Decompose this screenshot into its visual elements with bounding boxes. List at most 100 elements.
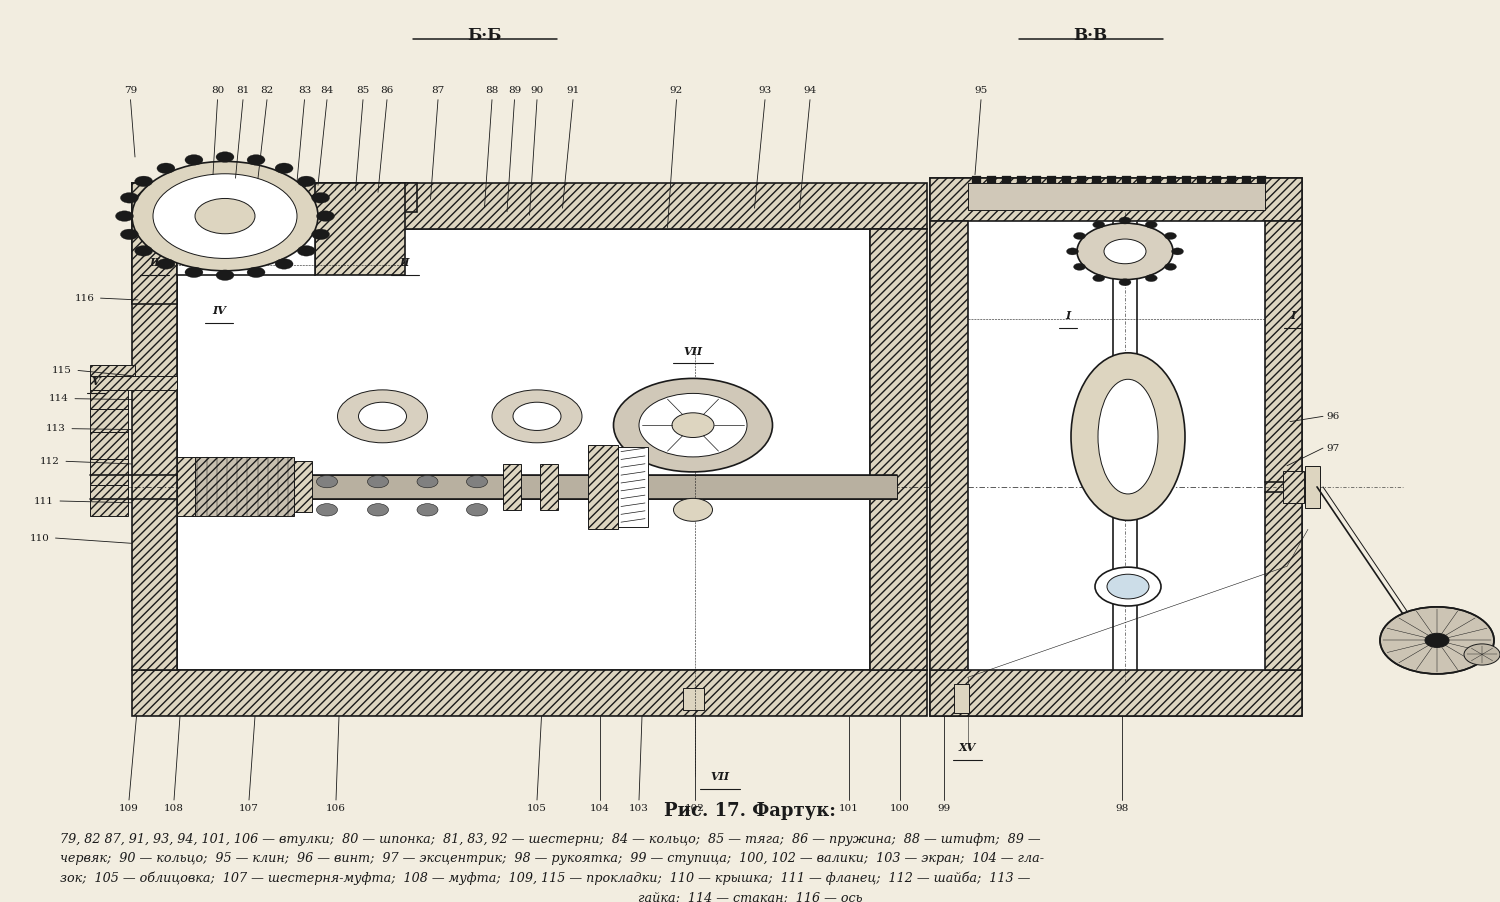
Circle shape — [672, 413, 714, 437]
Bar — [972, 177, 981, 183]
Text: 88: 88 — [486, 87, 498, 96]
Text: 102: 102 — [684, 805, 705, 814]
Circle shape — [639, 393, 747, 457]
Text: 99: 99 — [938, 805, 950, 814]
Circle shape — [1464, 644, 1500, 665]
Bar — [1282, 471, 1304, 502]
Text: зок;  105 — облицовка;  107 — шестерня-муфта;  108 — муфта;  109, 115 — прокладк: зок; 105 — облицовка; 107 — шестерня-муф… — [60, 871, 1030, 885]
Text: II: II — [399, 257, 410, 269]
Text: червяк;  90 — кольцо;  95 — клин;  96 — винт;  97 — эксцентрик;  98 — рукоятка; : червяк; 90 — кольцо; 95 — клин; 96 — вин… — [60, 852, 1044, 865]
Circle shape — [135, 245, 153, 256]
Circle shape — [466, 475, 488, 488]
Bar — [90, 485, 128, 516]
Text: 83: 83 — [298, 87, 310, 96]
Text: I: I — [1290, 310, 1296, 321]
Text: 100: 100 — [890, 805, 910, 814]
Bar — [987, 177, 996, 183]
Circle shape — [297, 176, 315, 187]
Text: 112: 112 — [40, 456, 60, 465]
Text: 97: 97 — [1326, 444, 1340, 453]
Circle shape — [216, 152, 234, 162]
Circle shape — [1074, 233, 1086, 239]
Bar — [132, 183, 177, 304]
Bar — [1017, 177, 1026, 183]
Text: 81: 81 — [237, 87, 249, 96]
Bar — [968, 183, 1264, 210]
Text: 108: 108 — [164, 805, 184, 814]
Circle shape — [274, 259, 292, 269]
Bar — [315, 183, 405, 275]
Circle shape — [195, 198, 255, 234]
Circle shape — [316, 503, 338, 516]
Bar — [90, 365, 135, 376]
Bar — [90, 410, 128, 432]
Circle shape — [135, 176, 153, 187]
Bar — [132, 229, 177, 670]
Bar — [177, 229, 870, 670]
Circle shape — [1066, 248, 1078, 255]
Text: 94: 94 — [804, 87, 816, 96]
Circle shape — [1095, 567, 1161, 606]
Circle shape — [184, 154, 202, 165]
Circle shape — [674, 499, 712, 521]
Circle shape — [248, 154, 266, 165]
Circle shape — [1077, 223, 1173, 280]
Bar — [177, 474, 897, 499]
Text: 103: 103 — [628, 805, 650, 814]
Circle shape — [120, 192, 138, 203]
Text: 86: 86 — [381, 87, 393, 96]
Circle shape — [184, 267, 202, 278]
Text: 113: 113 — [46, 424, 66, 433]
Bar — [177, 212, 315, 275]
Circle shape — [417, 475, 438, 488]
Circle shape — [1092, 274, 1104, 281]
Circle shape — [1172, 248, 1184, 255]
Text: IV: IV — [211, 305, 226, 316]
Bar — [1197, 177, 1206, 183]
Bar — [1047, 177, 1056, 183]
Circle shape — [116, 211, 134, 221]
Circle shape — [1380, 607, 1494, 674]
Text: 85: 85 — [357, 87, 369, 96]
Text: 93: 93 — [759, 87, 771, 96]
Text: 101: 101 — [839, 805, 860, 814]
Text: 109: 109 — [118, 805, 140, 814]
Circle shape — [614, 379, 772, 472]
Circle shape — [466, 503, 488, 516]
Circle shape — [368, 475, 388, 488]
Bar — [682, 688, 703, 710]
Bar — [1122, 177, 1131, 183]
Text: 89: 89 — [509, 87, 520, 96]
Text: 105: 105 — [526, 805, 548, 814]
Text: 116: 116 — [75, 294, 94, 303]
Text: 107: 107 — [238, 805, 260, 814]
Circle shape — [274, 163, 292, 173]
Text: 95: 95 — [975, 87, 987, 96]
Text: 90: 90 — [531, 87, 543, 96]
Text: 111: 111 — [34, 496, 54, 505]
Bar — [1227, 177, 1236, 183]
Circle shape — [1119, 217, 1131, 224]
Bar — [930, 179, 1302, 716]
Circle shape — [492, 390, 582, 443]
Circle shape — [1119, 279, 1131, 286]
Bar — [90, 432, 128, 459]
Circle shape — [312, 192, 330, 203]
Circle shape — [1104, 239, 1146, 263]
Circle shape — [1074, 263, 1086, 271]
Bar — [870, 229, 927, 670]
Bar — [954, 684, 969, 713]
Text: 84: 84 — [321, 87, 333, 96]
Bar — [177, 457, 195, 516]
Text: 106: 106 — [326, 805, 346, 814]
Bar — [1264, 220, 1302, 670]
Text: II: II — [148, 257, 159, 269]
Bar — [930, 670, 1302, 716]
Bar — [90, 459, 128, 485]
Circle shape — [316, 475, 338, 488]
Bar — [930, 179, 1302, 220]
Circle shape — [153, 174, 297, 259]
Bar — [930, 220, 968, 670]
Text: VII: VII — [684, 345, 702, 356]
Bar — [540, 464, 558, 510]
